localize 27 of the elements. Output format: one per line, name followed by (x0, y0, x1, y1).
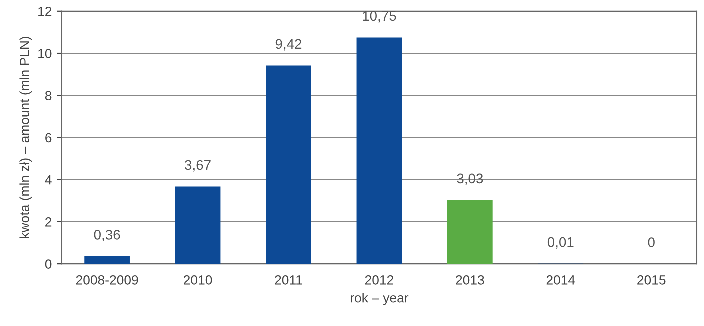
y-axis-title: kwota (mln zł) – amount (mln PLN) (20, 36, 32, 238)
x-tick-label: 2013 (456, 276, 484, 285)
y-tick-label: 6 (46, 133, 52, 143)
data-label: 0,01 (548, 237, 574, 249)
bar (447, 200, 493, 264)
x-axis-title: rok – year (351, 293, 409, 306)
data-label: 10,75 (363, 11, 396, 23)
bar (175, 186, 221, 264)
data-label: 0,36 (94, 230, 120, 242)
x-tick-label: 2012 (365, 276, 394, 285)
y-tick-label: 12 (38, 6, 52, 16)
x-tick-label: 2015 (638, 276, 666, 285)
bar (84, 256, 130, 264)
y-tick-label: 2 (46, 218, 52, 227)
data-label: 3,67 (185, 160, 211, 172)
data-label: 0 (648, 238, 655, 248)
x-tick-label: 2010 (184, 276, 212, 285)
bar (356, 38, 402, 264)
x-tick-label: 2014 (546, 276, 576, 285)
x-tick-label: 2011 (275, 276, 302, 285)
bar (266, 66, 312, 264)
x-tick-label: 2008-2009 (76, 276, 138, 285)
data-label: 9,42 (276, 39, 302, 51)
y-tick-label: 4 (45, 176, 52, 185)
y-tick-label: 0 (45, 260, 52, 269)
y-tick-label: 10 (38, 49, 52, 58)
y-tick-label: 8 (45, 91, 52, 101)
